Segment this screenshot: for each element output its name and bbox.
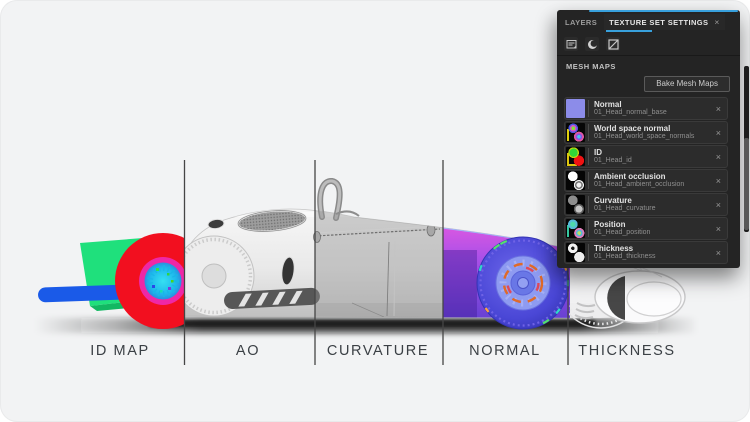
close-tab-icon[interactable]: × [714, 17, 720, 27]
mesh-map-filename: 01_Head_curvature [594, 205, 656, 213]
mesh-map-filename: 01_Head_ambient_occlusion [594, 181, 685, 189]
curvature-section-tint [313, 209, 443, 318]
mesh-map-name: Ambient occlusion [594, 171, 666, 181]
panel-scrollbar[interactable] [744, 66, 749, 232]
panel-tab-bar: LAYERS TEXTURE SET SETTINGS × [557, 10, 740, 32]
mesh-map-item-normal[interactable]: Normal 01_Head_normal_base × [564, 97, 728, 120]
remove-map-icon[interactable]: × [715, 247, 721, 258]
mesh-map-filename: 01_Head_position [594, 229, 651, 237]
rear-wheel-id-map [115, 233, 184, 329]
remove-map-icon[interactable]: × [715, 103, 721, 114]
mesh-map-item-ambient-occlusion[interactable]: Ambient occlusion 01_Head_ambient_occlus… [564, 169, 728, 192]
mesh-map-name: ID [594, 147, 602, 157]
bake-mesh-maps-button[interactable]: Bake Mesh Maps [644, 76, 730, 92]
mesh-map-item-curvature[interactable]: Curvature 01_Head_curvature × [564, 193, 728, 216]
section-label-curvature: CURVATURE [326, 343, 430, 359]
tab-texture-set-settings[interactable]: TEXTURE SET SETTINGS × [604, 14, 725, 32]
curvature-map-thumbnail [566, 195, 585, 214]
id-map-exhaust-pipe [38, 284, 128, 303]
normal-map-thumbnail [566, 99, 585, 118]
section-label-thickness: THICKNESS [578, 343, 676, 359]
mesh-map-item-id[interactable]: ID 01_Head_id × [564, 145, 728, 168]
panel-accent-line [589, 10, 738, 12]
front-wheel-normal-map [476, 236, 570, 330]
mesh-map-filename: 01_Head_thickness [594, 253, 656, 261]
mesh-map-name: Thickness [594, 243, 634, 253]
mesh-map-item-thickness[interactable]: Thickness 01_Head_thickness × [564, 241, 728, 264]
remove-map-icon[interactable]: × [715, 151, 721, 162]
mesh-map-name: Curvature [594, 195, 632, 205]
mesh-maps-section-title: MESH MAPS [566, 62, 616, 71]
position-map-thumbnail [566, 219, 585, 238]
mesh-map-filename: 01_Head_world_space_normals [594, 133, 695, 141]
channels-icon[interactable] [585, 37, 599, 51]
no-texture-icon[interactable] [606, 37, 620, 51]
tab-layers[interactable]: LAYERS [565, 17, 598, 27]
mesh-map-item-position[interactable]: Position 01_Head_position × [564, 217, 728, 240]
id-map-thumbnail [566, 147, 585, 166]
car-body-details [207, 178, 360, 233]
mesh-map-list: Normal 01_Head_normal_base × World space… [564, 66, 749, 264]
remove-map-icon[interactable]: × [715, 175, 721, 186]
section-label-id-map: ID MAP [90, 343, 150, 359]
scrollbar-thumb[interactable] [744, 138, 749, 230]
ambient-occlusion-thumbnail [566, 171, 585, 190]
side-exhaust-details [224, 256, 320, 309]
mesh-map-filename: 01_Head_id [594, 157, 632, 165]
thickness-map-thumbnail [566, 243, 585, 262]
section-label-ao: AO [235, 343, 261, 359]
mesh-map-name: World space normal [594, 123, 671, 133]
remove-map-icon[interactable]: × [715, 223, 721, 234]
mesh-map-name: Normal [594, 99, 622, 109]
mesh-map-item-world-space-normal[interactable]: World space normal 01_Head_world_space_n… [564, 121, 728, 144]
panel-toolbar [557, 32, 740, 56]
tab-label: TEXTURE SET SETTINGS [609, 17, 709, 27]
texture-set-settings-panel: LAYERS TEXTURE SET SETTINGS × [557, 10, 749, 268]
ground-shadow [35, 318, 695, 333]
world-space-normal-thumbnail [566, 123, 585, 142]
mesh-map-filename: 01_Head_normal_base [594, 109, 667, 117]
mesh-map-name: Position [594, 219, 626, 229]
remove-map-icon[interactable]: × [715, 199, 721, 210]
section-label-normal: NORMAL [469, 343, 541, 359]
remove-map-icon[interactable]: × [715, 127, 721, 138]
texture-set-icon[interactable] [564, 37, 578, 51]
